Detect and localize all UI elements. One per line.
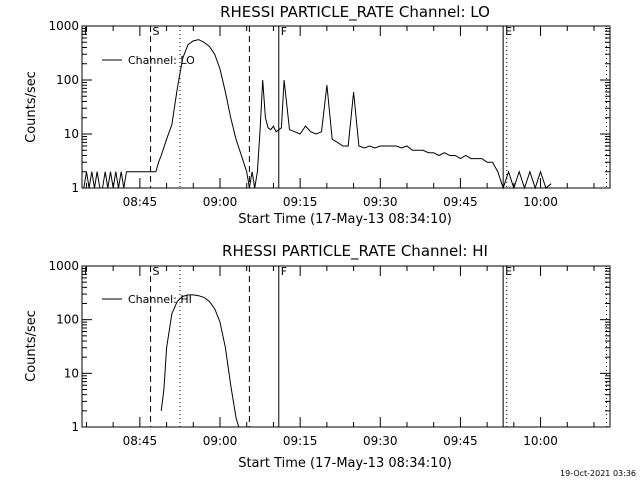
event-marker-label: E [505, 265, 512, 278]
x-tick-label: 09:15 [283, 434, 318, 448]
x-axis-label: Start Time (17-May-13 08:34:10) [238, 212, 452, 227]
x-tick-label: 09:30 [363, 434, 398, 448]
event-marker-label: S [153, 25, 160, 38]
chart-title: RHESSI PARTICLE_RATE Channel: HI [222, 242, 488, 261]
y-axis-label: Counts/sec [24, 71, 39, 143]
plot-frame [81, 25, 611, 189]
y-tick-label: 1 [71, 420, 79, 434]
y-tick-label: 100 [56, 73, 79, 87]
y-tick-label: 10 [64, 366, 79, 380]
panel-lo: RHESSI PARTICLE_RATE Channel: LO Start T… [24, 3, 611, 227]
event-marker-label: I [84, 265, 87, 278]
y-tick-label: 1 [71, 181, 79, 195]
event-marker-label: F [281, 25, 287, 38]
y-tick-label: 100 [56, 313, 79, 327]
x-tick-label: 10:00 [523, 195, 558, 209]
y-tick-label: 10 [64, 127, 79, 141]
event-marker-label: E [505, 25, 512, 38]
legend-label: Channel: LO [128, 54, 195, 67]
y-tick-label: 1000 [48, 259, 79, 273]
plot-frame [81, 265, 611, 428]
x-tick-label: 09:00 [203, 195, 238, 209]
x-tick-label: 09:15 [283, 195, 318, 209]
x-tick-label: 09:45 [443, 195, 478, 209]
series-line [83, 39, 552, 190]
x-axis-label: Start Time (17-May-13 08:34:10) [238, 456, 452, 471]
event-marker-label: S [153, 265, 160, 278]
y-axis-label: Counts/sec [24, 310, 39, 382]
panel-hi: RHESSI PARTICLE_RATE Channel: HI Start T… [24, 242, 611, 471]
x-tick-label: 09:00 [203, 434, 238, 448]
timestamp: 19-Oct-2021 03:36 [560, 469, 636, 478]
x-tick-label: 08:45 [123, 195, 158, 209]
y-tick-label: 1000 [48, 19, 79, 33]
chart-title: RHESSI PARTICLE_RATE Channel: LO [220, 3, 490, 22]
legend-label: Channel: HI [128, 293, 192, 306]
series-line [160, 294, 240, 428]
x-tick-label: 09:30 [363, 195, 398, 209]
x-tick-label: 09:45 [443, 434, 478, 448]
x-tick-label: 08:45 [123, 434, 158, 448]
event-marker-label: I [84, 25, 87, 38]
x-tick-label: 10:00 [523, 434, 558, 448]
event-marker-label: F [281, 265, 287, 278]
